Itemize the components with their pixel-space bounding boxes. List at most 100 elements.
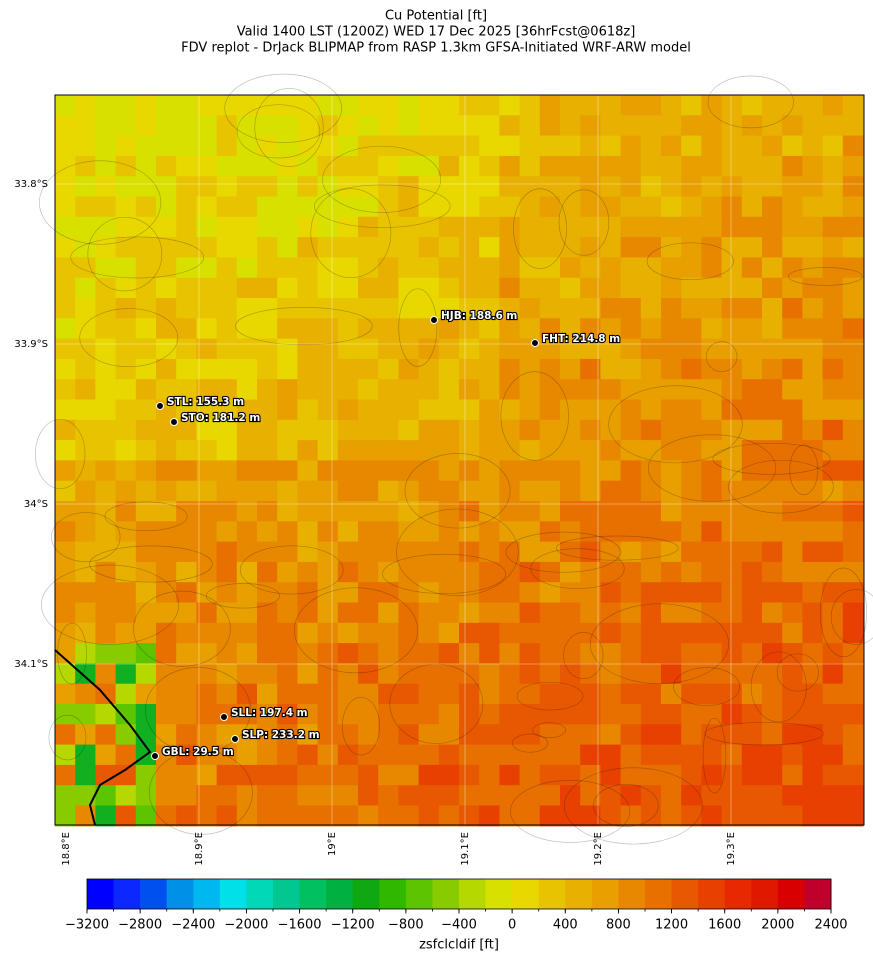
map-cell [418,785,440,807]
map-cell [95,744,117,766]
map-cell [176,805,197,827]
map-cell [580,155,601,177]
map-cell [580,744,601,766]
map-cell [661,277,682,299]
map-cell [337,216,359,238]
map-cell [721,501,743,522]
colorbar-swatch [751,879,779,909]
map-cell [216,764,238,786]
map-cell [580,115,601,137]
map-cell [115,541,137,563]
map-cell [580,805,601,827]
map-cell [418,704,440,725]
map-cell [196,805,218,827]
map-cell [257,216,278,238]
map-cell [156,176,177,198]
map-cell [176,704,197,725]
map-cell [196,785,218,807]
map-cell [560,358,581,380]
map-cell [75,764,96,786]
map-cell [600,521,622,543]
contour [563,767,703,845]
colorbar-swatch [219,879,247,909]
map-cell [277,805,298,827]
map-cell [257,338,278,360]
map-cell [620,318,642,340]
map-cell [216,338,238,360]
map-cell [135,176,157,198]
map-cell [176,338,197,360]
map-cell [216,521,238,543]
map-cell [55,460,76,482]
map-cell [782,643,803,664]
map-cell [640,115,662,137]
map-cell [398,440,420,461]
map-cell [257,379,278,401]
map-cell [216,622,238,644]
map-cell [842,440,864,461]
map-cell [459,379,480,401]
map-cell [762,541,783,563]
map-cell [378,480,399,502]
map-cell [418,521,440,543]
map-cell [580,216,601,238]
map-cell [277,785,298,807]
map-cell [216,379,238,401]
map-cell [802,176,824,198]
colorbar-swatch [432,879,460,909]
map-cell [297,318,319,340]
map-cell [358,582,379,604]
map-cell [438,338,460,360]
contour [404,453,511,529]
map-cell [721,460,743,482]
map-cell [176,115,197,137]
map-cell [135,622,157,644]
map-cell [378,744,399,766]
colorbar-tick-label: 1200 [655,918,688,933]
map-cell [620,724,642,746]
map-cell [337,480,359,502]
map-cell [640,785,662,807]
map-cell [115,196,137,218]
map-cell [317,257,339,279]
map-cell [802,643,824,664]
map-cell [277,460,298,482]
map-cell [459,298,480,319]
map-cell [236,785,258,807]
map-cell [519,95,541,116]
map-cell [337,521,359,543]
contour [389,663,484,744]
map-cell [115,582,137,604]
map-cell [358,622,379,644]
map-cell [802,155,824,177]
map-cell [762,683,783,705]
map-cell [681,358,702,380]
map-cell [257,683,278,705]
contour [819,567,868,658]
map-cell [620,744,642,766]
map-cell [741,764,763,786]
map-cell [661,440,682,461]
map-cell [560,338,581,360]
map-cell [499,764,521,786]
map-cell [499,298,521,319]
contour [647,434,777,502]
map-cell [539,683,561,705]
map-cell [297,358,319,380]
map-cell [378,298,399,319]
map-cell [661,602,682,624]
map-cell [580,196,601,218]
map-cell [55,785,76,807]
map-cell [75,704,96,725]
map-cell [802,95,824,116]
map-cell [196,379,218,401]
map-cell [216,135,238,157]
map-cell [479,298,500,319]
map-cell [499,643,521,664]
map-cell [257,196,278,218]
map-cell [822,501,844,522]
map-cell [499,521,521,543]
map-cell [842,155,864,177]
map-cell [216,561,238,583]
map-cell [438,298,460,319]
